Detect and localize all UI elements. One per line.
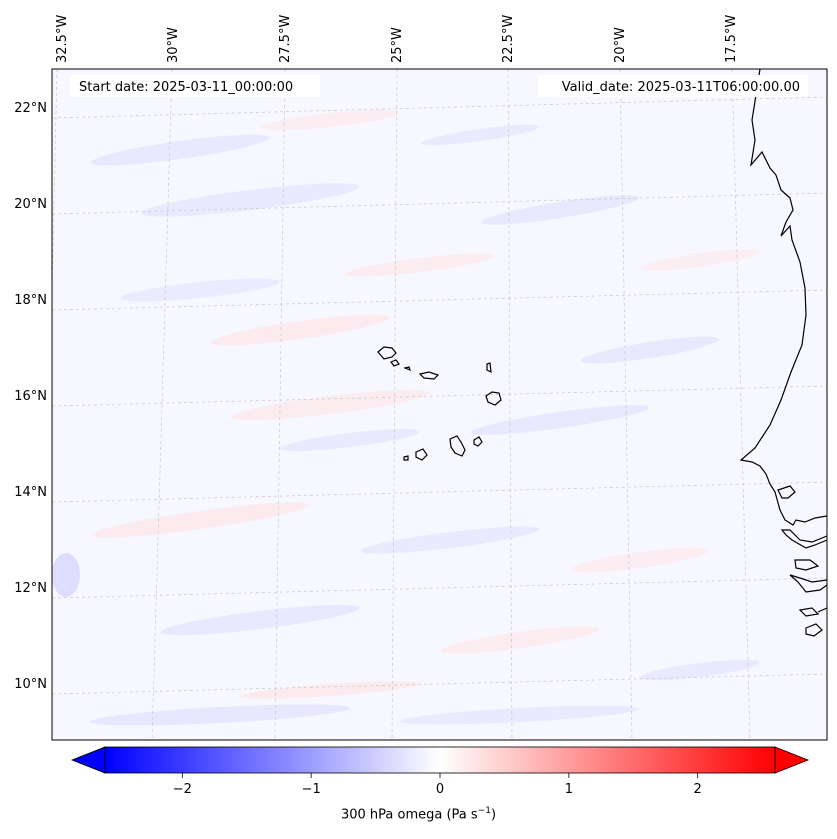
lat-label: 22°N [14, 101, 47, 116]
valid-date-label: Valid_date: 2025-03-11T06:00:00.00 [562, 80, 800, 95]
lon-label: 22.5°W [501, 15, 516, 63]
longitude-labels: 32.5°W 30°W 27.5°W 25°W 22.5°W 20°W 17.5… [55, 15, 739, 63]
valid-date-box [538, 75, 808, 97]
african-coastline [739, 69, 827, 637]
colorbar-label-exponent: −1 [477, 806, 491, 816]
lat-label: 18°N [14, 293, 47, 308]
graticule [52, 69, 827, 740]
colorbar-label: 300 hPa omega (Pa s−1) [0, 806, 837, 822]
colorbar-extend-min [70, 746, 106, 774]
lat-label: 10°N [14, 677, 47, 692]
lon-label: 27.5°W [278, 15, 293, 63]
colorbar-tick-label: 1 [565, 782, 573, 797]
colorbar: −2 −1 0 1 2 [70, 746, 810, 797]
lon-label: 17.5°W [724, 15, 739, 63]
lat-label: 12°N [14, 581, 47, 596]
lat-label: 14°N [14, 485, 47, 500]
colorbar-tick-label: −1 [302, 782, 321, 797]
lon-label: 30°W [166, 27, 181, 63]
colorbar-tick-label: −2 [173, 782, 192, 797]
colorbar-tick-label: 2 [694, 782, 702, 797]
start-date-box [70, 75, 320, 97]
lon-label: 32.5°W [55, 15, 70, 63]
colorbar-label-tail: ) [490, 807, 497, 823]
map-frame [51, 68, 828, 741]
colorbar-label-text: 300 hPa omega (Pa s [340, 807, 478, 823]
omega-field [52, 69, 827, 740]
colorbar-extend-max [774, 746, 810, 774]
cape-verde-islands [377, 346, 502, 461]
map-panel [52, 69, 827, 740]
colorbar-bar [104, 746, 776, 774]
colorbar-ticks: −2 −1 0 1 2 [173, 773, 702, 797]
lat-label: 20°N [14, 197, 47, 212]
latitude-labels: 22°N 20°N 18°N 16°N 14°N 12°N 10°N [14, 101, 47, 692]
colorbar-tick-label: 0 [436, 782, 444, 797]
lon-label: 25°W [390, 27, 405, 63]
start-date-label: Start date: 2025-03-11_00:00:00 [79, 80, 293, 95]
lat-label: 16°N [14, 389, 47, 404]
lon-label: 20°W [613, 27, 628, 63]
